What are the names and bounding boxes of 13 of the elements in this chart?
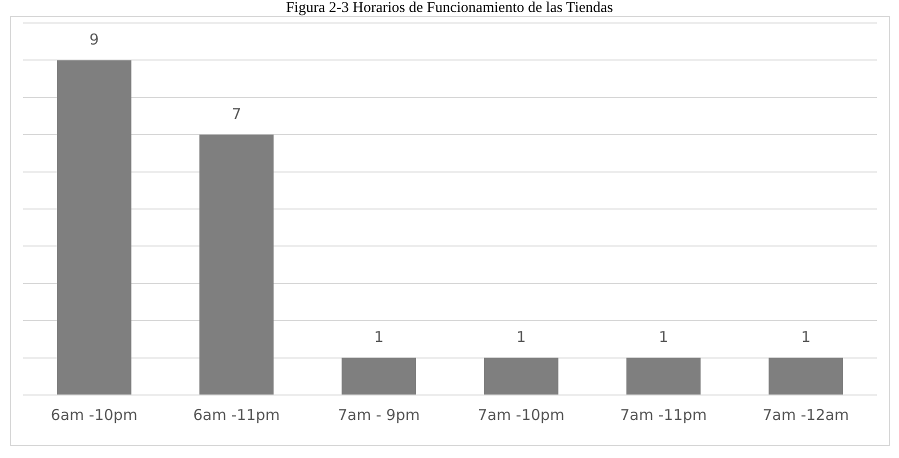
x-tick-label: 7am -10pm	[478, 406, 565, 424]
chart-title: Figura 2-3 Horarios de Funcionamiento de las Tiendas	[284, 0, 614, 17]
x-tick-label: 7am - 9pm	[338, 406, 420, 424]
x-tick-label: 7am -11pm	[620, 406, 707, 424]
x-tick-label: 6am -11pm	[193, 406, 280, 424]
x-tick-label: 7am -12am	[762, 406, 850, 424]
data-label: 1	[516, 328, 526, 346]
data-label: 1	[658, 328, 668, 346]
data-label: 1	[801, 328, 811, 346]
data-label: 7	[232, 104, 242, 123]
x-tick-label: 6am -10pm	[50, 406, 138, 424]
data-label: 9	[89, 30, 99, 49]
data-label: 1	[374, 328, 384, 346]
